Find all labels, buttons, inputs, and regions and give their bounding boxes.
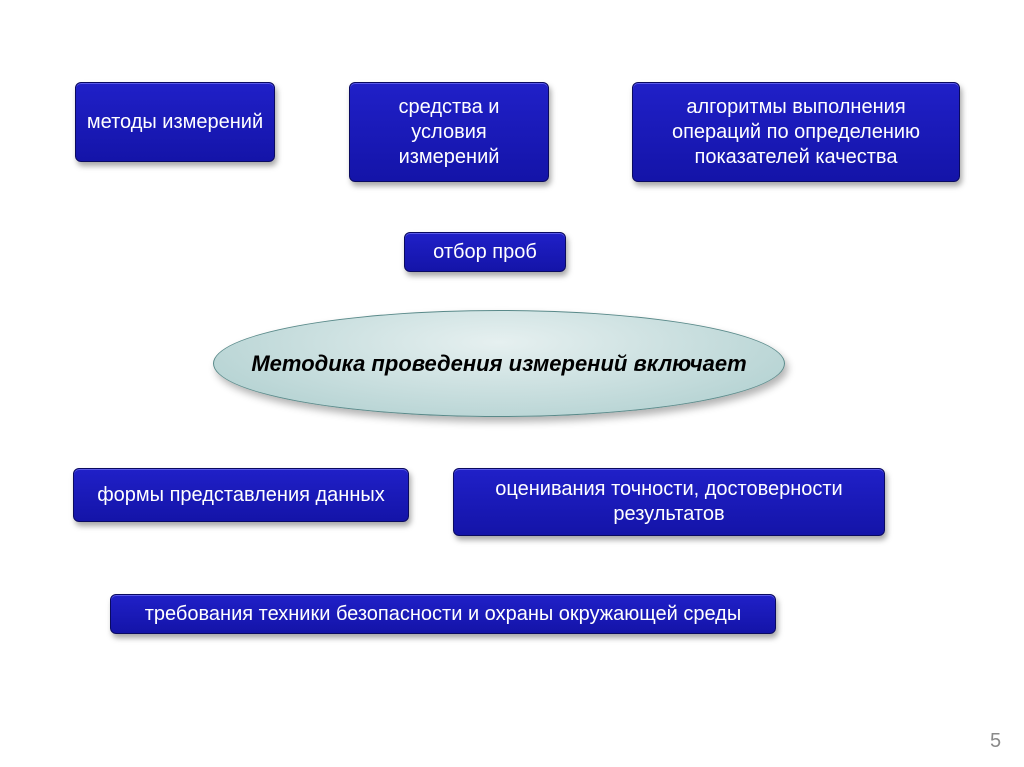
box-accuracy: оценивания точности, достоверности резул… <box>453 468 885 536</box>
box-algorithms: алгоритмы выполнения операций по определ… <box>632 82 960 182</box>
box-safety: требования техники безопасности и охраны… <box>110 594 776 634</box>
box-forms: формы представления данных <box>73 468 409 522</box>
box-sampling: отбор проб <box>404 232 566 272</box>
box-label: оценивания точности, достоверности резул… <box>464 477 874 527</box>
box-methods: методы измерений <box>75 82 275 162</box>
ellipse-label: Методика проведения измерений включает <box>251 351 746 377</box>
center-ellipse: Методика проведения измерений включает <box>213 310 785 417</box>
box-label: методы измерений <box>87 110 263 135</box>
box-label: алгоритмы выполнения операций по определ… <box>643 95 949 170</box>
box-means: средства и условия измерений <box>349 82 549 182</box>
box-label: требования техники безопасности и охраны… <box>145 602 741 627</box>
box-label: средства и условия измерений <box>360 95 538 170</box>
box-label: отбор проб <box>433 240 537 265</box>
box-label: формы представления данных <box>97 483 385 508</box>
page-number: 5 <box>990 730 1001 753</box>
